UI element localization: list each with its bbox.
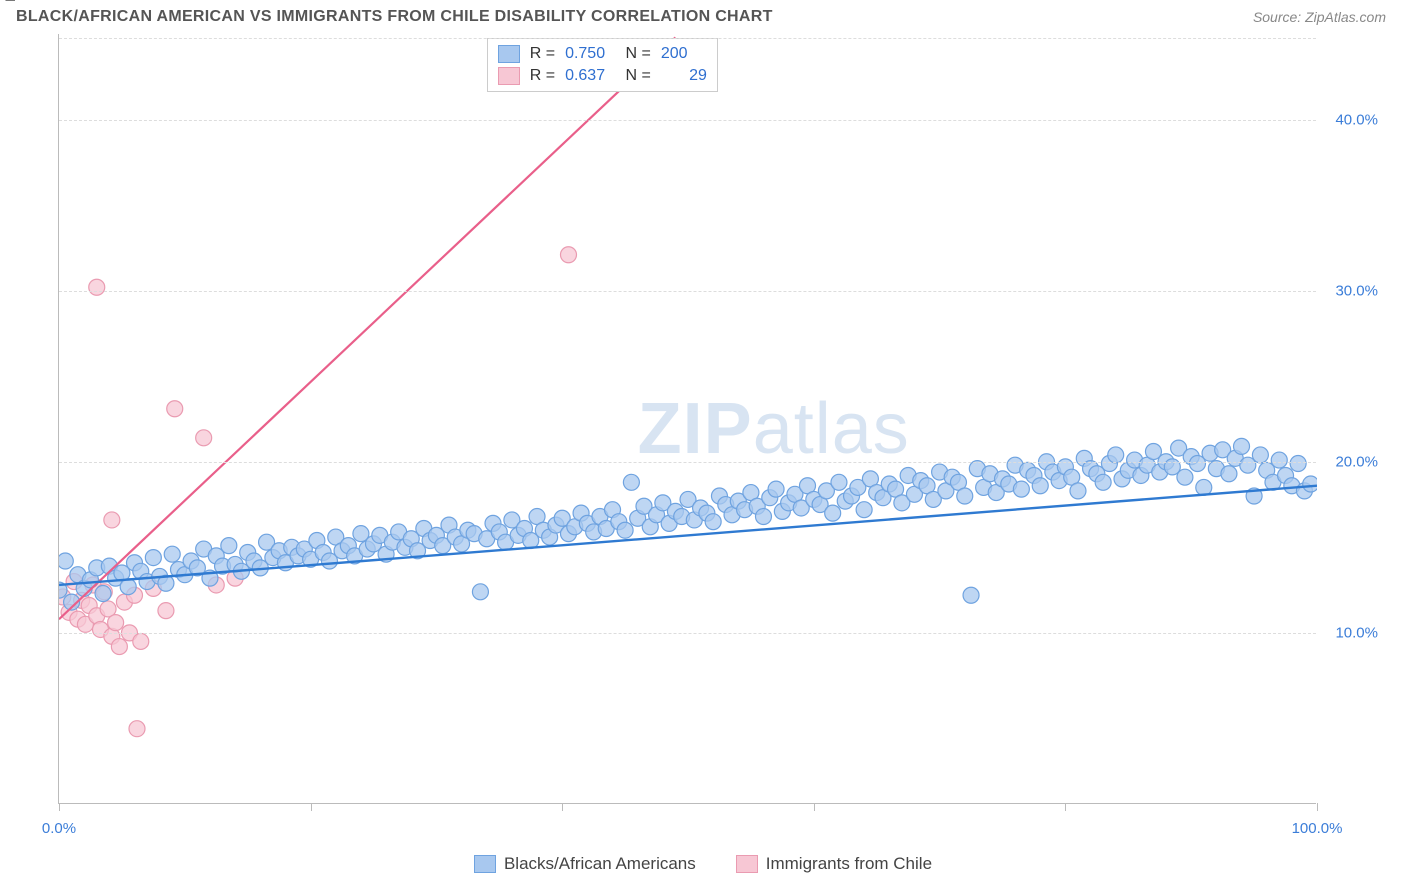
- stats-row-blue: R = 0.750 N = 200: [498, 43, 707, 65]
- r-value-pink: 0.637: [565, 67, 611, 85]
- x-tick: [814, 803, 815, 811]
- n-value-pink: 29: [661, 67, 707, 85]
- scatter-plot: ZIPatlas R = 0.750 N = 200 R = 0.637 N =…: [58, 34, 1316, 804]
- x-tick-label: 0.0%: [42, 820, 76, 837]
- n-label: N =: [621, 45, 651, 63]
- y-axis-label: Disability: [2, 0, 18, 2]
- y-tick-label: 40.0%: [1335, 111, 1378, 128]
- stats-row-pink: R = 0.637 N = 29: [498, 65, 707, 87]
- gridline-h: [59, 291, 1316, 292]
- y-tick-label: 10.0%: [1335, 624, 1378, 641]
- legend-label-blue: Blacks/African Americans: [504, 854, 696, 874]
- swatch-blue: [498, 45, 520, 63]
- gridline-h: [59, 633, 1316, 634]
- x-tick: [1317, 803, 1318, 811]
- correlation-stats-box: R = 0.750 N = 200 R = 0.637 N = 29: [487, 38, 718, 92]
- bottom-legend: Blacks/African Americans Immigrants from…: [0, 854, 1406, 874]
- swatch-blue: [474, 855, 496, 873]
- r-label: R =: [530, 67, 555, 85]
- swatch-pink: [498, 67, 520, 85]
- gridline-h: [59, 38, 1316, 39]
- x-tick: [562, 803, 563, 811]
- n-value-blue: 200: [661, 45, 707, 63]
- plot-svg: [59, 34, 1317, 804]
- gridline-h: [59, 120, 1316, 121]
- source-attribution: Source: ZipAtlas.com: [1253, 9, 1386, 25]
- n-label: N =: [621, 67, 651, 85]
- legend-item-pink: Immigrants from Chile: [736, 854, 932, 874]
- r-label: R =: [530, 45, 555, 63]
- x-tick-label: 100.0%: [1292, 820, 1343, 837]
- x-tick: [1065, 803, 1066, 811]
- x-tick: [311, 803, 312, 811]
- legend-label-pink: Immigrants from Chile: [766, 854, 932, 874]
- x-tick: [59, 803, 60, 811]
- swatch-pink: [736, 855, 758, 873]
- y-tick-label: 30.0%: [1335, 282, 1378, 299]
- r-value-blue: 0.750: [565, 45, 611, 63]
- gridline-h: [59, 462, 1316, 463]
- chart-header: BLACK/AFRICAN AMERICAN VS IMMIGRANTS FRO…: [0, 0, 1406, 34]
- chart-title: BLACK/AFRICAN AMERICAN VS IMMIGRANTS FRO…: [16, 8, 773, 26]
- legend-item-blue: Blacks/African Americans: [474, 854, 696, 874]
- y-tick-label: 20.0%: [1335, 453, 1378, 470]
